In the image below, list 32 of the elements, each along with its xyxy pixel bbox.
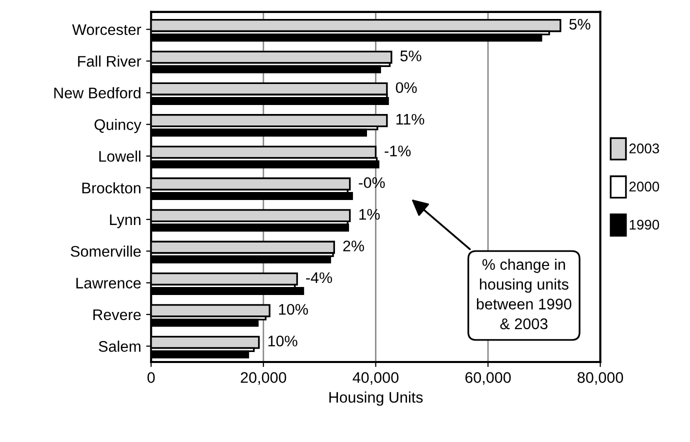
- annotation: 11%: [396, 114, 424, 125]
- annotation: 0%: [396, 82, 417, 94]
- y-tick-label: Quincy: [94, 118, 142, 134]
- annotation: 1%: [359, 208, 380, 220]
- legend-label: 1990: [630, 220, 660, 230]
- annotation: -1%: [384, 146, 411, 156]
- legend-label: 2003: [629, 144, 660, 154]
- y-tick-label: Worcester: [72, 24, 142, 36]
- annotation: 2%: [343, 240, 364, 252]
- annotation: 5%: [569, 18, 590, 30]
- annotation: % change in housing units between 1990 & 2003: [476, 258, 572, 330]
- y-tick-label: Lynn: [110, 214, 140, 228]
- y-tick-label: Fall River: [78, 56, 142, 67]
- annotation: 10%: [279, 304, 308, 315]
- annotation: -0%: [358, 177, 385, 188]
- y-tick-label: New Bedford: [54, 87, 140, 98]
- y-tick-label: Revere: [93, 310, 141, 320]
- x-tick-label: 20,000: [240, 372, 286, 385]
- x-tick-label: 60,000: [465, 372, 511, 385]
- legend-label: 2000: [629, 182, 660, 192]
- annotation: 5%: [400, 50, 422, 62]
- x-tick-label: 0: [147, 372, 155, 383]
- y-tick-label: Lawrence: [76, 278, 141, 288]
- y-tick-label: Salem: [98, 340, 140, 352]
- x-tick-label: 40,000: [352, 372, 398, 385]
- y-tick-label: Lowell: [99, 150, 140, 162]
- x-axis-title: Housing Units: [329, 392, 423, 406]
- y-tick-label: Somerville: [70, 246, 141, 257]
- annotation: -4%: [306, 272, 332, 284]
- annotation: 10%: [268, 336, 298, 346]
- x-tick-label: 80,000: [578, 372, 624, 385]
- y-tick-label: Brockton: [82, 182, 140, 194]
